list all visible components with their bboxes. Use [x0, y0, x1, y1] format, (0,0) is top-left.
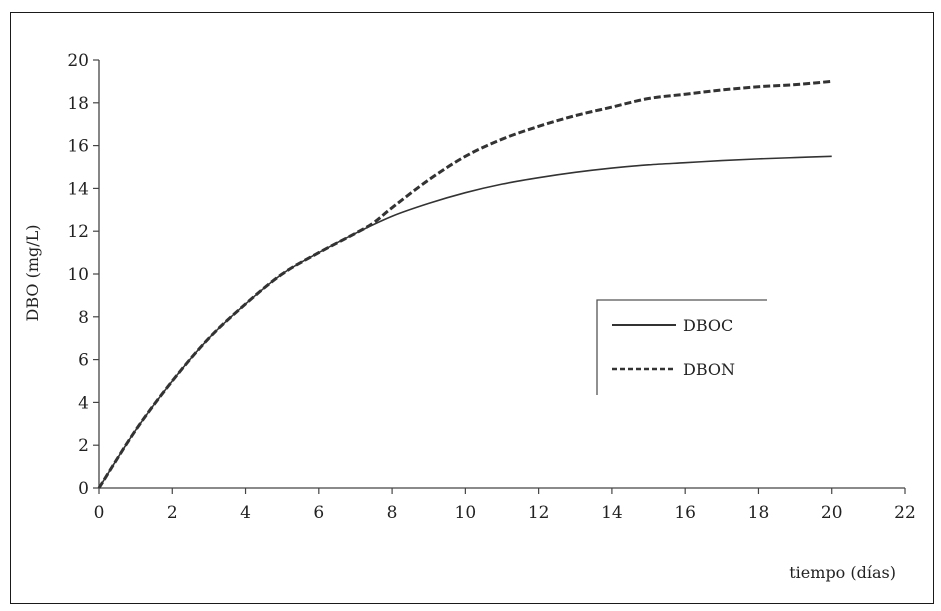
x-tick-label: 8: [387, 503, 398, 523]
ticks: 0 2 4 6 8 10 12 14 16 18 20 22 0 2 4 6 8 10 12 14 16 18 20: [67, 51, 915, 523]
x-tick-label: 14: [601, 503, 623, 523]
y-axis-title: DBO (mg/L): [23, 225, 42, 322]
y-tick-label: 0: [78, 479, 89, 499]
x-tick-label: 20: [821, 503, 843, 523]
x-axis-title: tiempo (días): [789, 563, 896, 582]
axes: [98, 60, 905, 489]
y-tick-label: 6: [78, 351, 89, 371]
y-tick-label: 8: [78, 308, 89, 328]
legend-label-dboc: DBOC: [683, 316, 733, 335]
series-line-dboc: [98, 155, 832, 489]
legend-box-border: [596, 299, 767, 395]
x-tick-label: 18: [748, 503, 770, 523]
y-tick-label: 12: [67, 222, 89, 242]
legend: DBOC DBON: [596, 299, 767, 395]
x-tick-label: 6: [313, 503, 324, 523]
legend-box: [597, 300, 767, 395]
x-tick-label: 4: [240, 503, 251, 523]
y-tick-label: 20: [67, 51, 89, 71]
x-tick-label: 10: [455, 503, 477, 523]
y-tick-label: 4: [78, 393, 89, 413]
x-tick-label: 16: [674, 503, 696, 523]
y-tick-label: 2: [78, 436, 89, 456]
series-line-dbon: [97, 79, 832, 489]
x-tick-label: 2: [167, 503, 178, 523]
x-tick-label: 22: [894, 503, 916, 523]
y-tick-label: 10: [67, 265, 89, 285]
x-tick-label: 12: [528, 503, 550, 523]
series-layer: [97, 79, 832, 489]
chart-frame: [10, 12, 934, 604]
y-tick-label: 18: [67, 94, 89, 114]
x-tick-label: 0: [94, 503, 105, 523]
y-tick-label: 16: [67, 137, 89, 157]
legend-label-dbon: DBON: [683, 360, 735, 379]
y-tick-label: 14: [67, 179, 89, 199]
